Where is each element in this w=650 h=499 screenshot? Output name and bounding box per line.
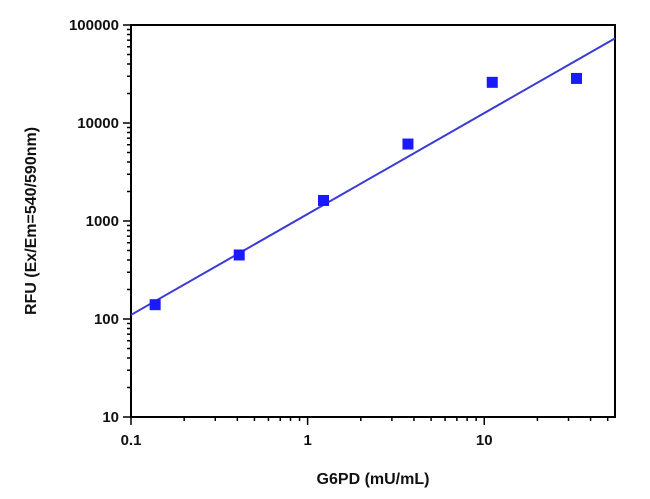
y-tick-label: 10 xyxy=(102,409,119,426)
tick-labels: 0.1 1 10 10 100 1000 10000 100000 xyxy=(69,17,493,449)
fit-line xyxy=(130,37,616,316)
data-point xyxy=(149,299,161,311)
data-point xyxy=(402,138,414,150)
data-points xyxy=(149,72,583,311)
data-point xyxy=(486,76,498,88)
x-tick-label: 0.1 xyxy=(121,432,142,449)
data-point xyxy=(571,72,583,84)
axis-ticks xyxy=(123,24,609,425)
y-tick-label: 1000 xyxy=(86,213,119,230)
x-tick-label: 1 xyxy=(303,432,311,449)
plot-frame xyxy=(130,24,616,418)
x-axis-title: G6PD (mU/mL) xyxy=(317,471,430,488)
data-point xyxy=(233,249,245,261)
data-point xyxy=(317,194,329,206)
y-tick-label: 100 xyxy=(94,311,119,328)
y-tick-label: 10000 xyxy=(77,115,119,132)
y-tick-label: 100000 xyxy=(69,17,119,34)
x-tick-label: 10 xyxy=(476,432,493,449)
y-axis-title: RFU (Ex/Em=540/590nm) xyxy=(23,127,40,315)
